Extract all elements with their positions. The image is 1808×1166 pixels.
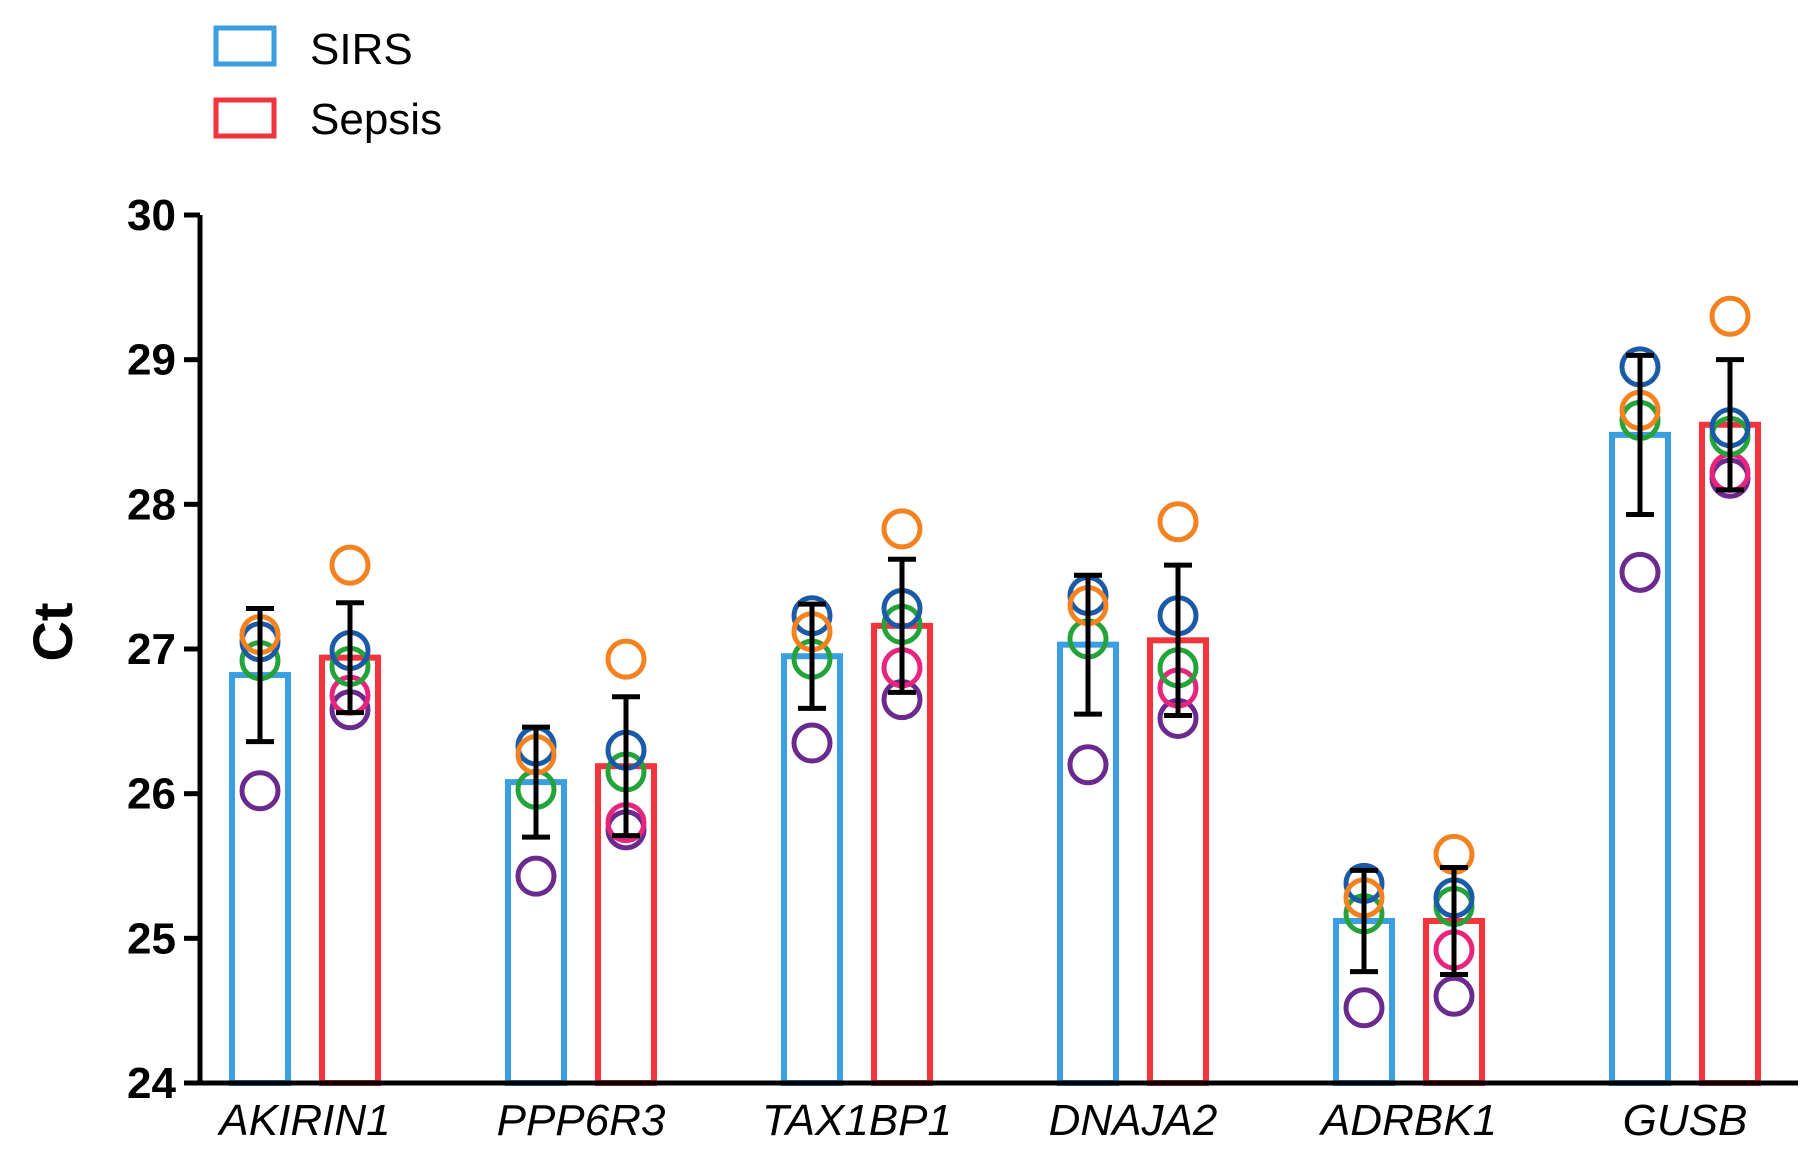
data-point <box>515 855 557 897</box>
data-point <box>1619 551 1661 593</box>
error-bars <box>246 352 1744 977</box>
data-point <box>605 638 647 680</box>
bar-sirs-tax1bp1 <box>781 653 843 1086</box>
legend-swatch-sirs <box>213 25 277 67</box>
data-point <box>881 508 923 550</box>
legend: SIRS Sepsis <box>213 25 442 144</box>
x-tick-label-akirin1: AKIRIN1 <box>216 1096 390 1145</box>
data-point <box>1157 501 1199 543</box>
legend-entry-sepsis: Sepsis <box>213 95 442 144</box>
y-tick-label: 28 <box>127 480 176 529</box>
data-point <box>1433 975 1475 1017</box>
data-point <box>329 544 371 586</box>
y-tick-label: 30 <box>127 191 176 240</box>
data-point <box>1709 295 1751 337</box>
y-axis-label: Ct <box>21 602 84 661</box>
bars <box>229 421 1761 1087</box>
x-tick-label-dnaja2: DNAJA2 <box>1049 1096 1218 1145</box>
x-tick-label-adrbk1: ADRBK1 <box>1318 1096 1497 1145</box>
x-tick-label-gusb: GUSB <box>1623 1096 1748 1145</box>
y-axis-ticks: 24 25 26 27 28 29 30 <box>127 191 200 1108</box>
bar-sepsis-gusb <box>1699 421 1761 1086</box>
bar-sirs-gusb <box>1609 431 1671 1087</box>
x-tick-label-tax1bp1: TAX1BP1 <box>762 1096 952 1145</box>
bar-sepsis-akirin1 <box>319 654 381 1086</box>
data-points <box>239 295 1751 1029</box>
data-point <box>1343 987 1385 1029</box>
data-point <box>239 770 281 812</box>
y-tick-label: 24 <box>127 1059 176 1108</box>
y-tick-label: 25 <box>127 914 176 963</box>
x-tick-label-ppp6r3: PPP6R3 <box>497 1096 666 1145</box>
data-point <box>791 722 833 764</box>
y-tick-label: 26 <box>127 770 176 819</box>
x-axis-labels: AKIRIN1 PPP6R3 TAX1BP1 DNAJA2 ADRBK1 GUSB <box>216 1096 1747 1145</box>
legend-swatch-sepsis <box>213 97 277 139</box>
y-tick-label: 29 <box>127 336 176 385</box>
legend-entry-sirs: SIRS <box>213 25 413 74</box>
y-tick-label: 27 <box>127 625 176 674</box>
data-point <box>1067 744 1109 786</box>
legend-label-sepsis: Sepsis <box>310 95 442 144</box>
legend-label-sirs: SIRS <box>310 25 413 74</box>
